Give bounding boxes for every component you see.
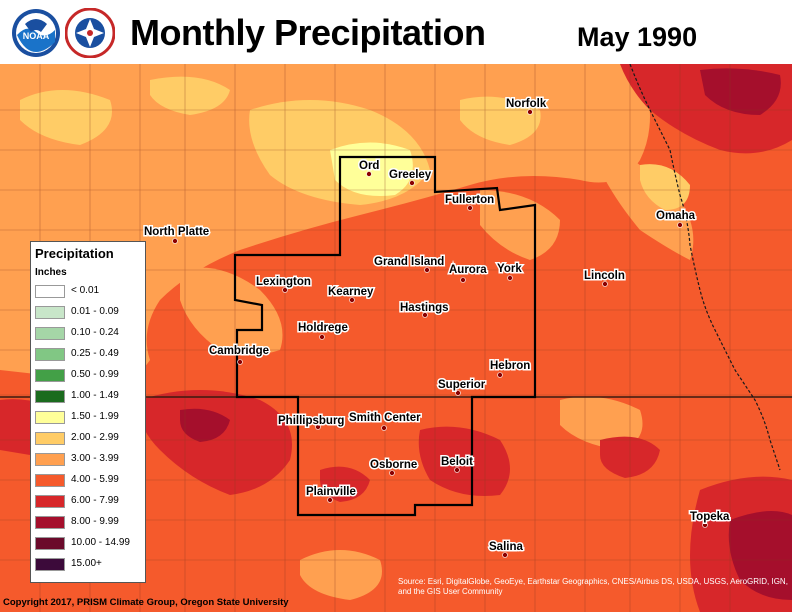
legend-swatch <box>35 390 65 403</box>
legend-item: 15.00+ <box>35 557 143 572</box>
legend-label: 0.01 - 0.09 <box>71 306 119 317</box>
legend-label: 3.00 - 3.99 <box>71 453 119 464</box>
legend-label: 10.00 - 14.99 <box>71 537 130 548</box>
city-label-lincoln: Lincoln <box>584 270 625 282</box>
legend-label: 8.00 - 9.99 <box>71 516 119 527</box>
city-label-greeley: Greeley <box>389 169 432 181</box>
missouri-river <box>629 64 781 471</box>
copyright-text: Copyright 2017, PRISM Climate Group, Ore… <box>3 597 289 608</box>
legend-swatch <box>35 348 65 361</box>
precip-zone-8-10 <box>180 68 792 600</box>
legend-swatch <box>35 453 65 466</box>
legend-swatch <box>35 369 65 382</box>
noaa-logo-icon: NOAA <box>12 9 60 57</box>
legend-item: 3.00 - 3.99 <box>35 452 143 467</box>
legend-label: 0.10 - 0.24 <box>71 327 119 338</box>
city-label-ord: Ord <box>359 160 379 172</box>
map-date: May 1990 <box>577 22 698 52</box>
city-label-hastings: Hastings <box>400 302 449 314</box>
legend-label: 6.00 - 7.99 <box>71 495 119 506</box>
legend-item: 0.25 - 0.49 <box>35 347 143 362</box>
legend-swatch <box>35 306 65 319</box>
city-label-smith-center: Smith Center <box>349 412 421 424</box>
city-label-plainville: Plainville <box>306 486 356 498</box>
legend-swatch <box>35 285 65 298</box>
legend-swatch <box>35 537 65 550</box>
legend-swatch <box>35 558 65 571</box>
legend: Precipitation Inches < 0.01 0.01 - 0.09 0.… <box>30 241 146 583</box>
header: NOAA Monthly Precipitation May 1990 <box>0 0 792 64</box>
legend-swatch <box>35 411 65 424</box>
legend-label: < 0.01 <box>71 285 100 296</box>
legend-item: 0.10 - 0.24 <box>35 326 143 341</box>
legend-swatch <box>35 495 65 508</box>
legend-label: 2.00 - 2.99 <box>71 432 119 443</box>
city-label-york: York <box>497 263 522 275</box>
legend-swatch <box>35 327 65 340</box>
city-label-holdrege: Holdrege <box>298 322 348 334</box>
legend-label: 1.00 - 1.49 <box>71 390 119 401</box>
city-label-topeka: Topeka <box>690 511 730 523</box>
legend-item: 1.50 - 1.99 <box>35 410 143 425</box>
noaa-logo-text: NOAA <box>23 31 50 41</box>
city-label-kearney: Kearney <box>328 286 374 298</box>
city-label-aurora: Aurora <box>449 264 487 276</box>
city-label-osborne: Osborne <box>370 459 417 471</box>
legend-item: 0.01 - 0.09 <box>35 305 143 320</box>
legend-item: 10.00 - 14.99 <box>35 536 143 551</box>
legend-item: 4.00 - 5.99 <box>35 473 143 488</box>
legend-item: 2.00 - 2.99 <box>35 431 143 446</box>
legend-label: 1.50 - 1.99 <box>71 411 119 422</box>
city-label-grand-island: Grand Island <box>374 256 444 268</box>
city-label-norfolk: Norfolk <box>506 98 547 110</box>
city-label-cambridge: Cambridge <box>209 345 269 357</box>
city-label-phillipsburg: Phillipsburg <box>278 415 344 427</box>
city-label-lexington: Lexington <box>256 276 311 288</box>
precip-zone-1-5 <box>330 142 413 196</box>
legend-label: 4.00 - 5.99 <box>71 474 119 485</box>
city-label-superior: Superior <box>438 379 486 391</box>
legend-title: Precipitation <box>35 246 114 261</box>
city-dots <box>172 109 708 558</box>
legend-item: 0.50 - 0.99 <box>35 368 143 383</box>
legend-label: 0.25 - 0.49 <box>71 348 119 359</box>
city-label-fullerton: Fullerton <box>445 194 494 206</box>
legend-item: 8.00 - 9.99 <box>35 515 143 530</box>
legend-item: < 0.01 <box>35 284 143 299</box>
forecast-area-outline <box>233 155 537 517</box>
legend-label: 15.00+ <box>71 558 102 569</box>
legend-swatch <box>35 432 65 445</box>
city-label-hebron: Hebron <box>490 360 530 372</box>
attribution-text: Source: Esri, DigitalGlobe, GeoEye, Eart… <box>398 577 788 596</box>
city-label-north-platte: North Platte <box>144 226 209 238</box>
city-label-salina: Salina <box>489 541 523 553</box>
legend-item: 6.00 - 7.99 <box>35 494 143 509</box>
legend-swatch <box>35 474 65 487</box>
legend-item: 1.00 - 1.49 <box>35 389 143 404</box>
legend-unit: Inches <box>35 267 67 278</box>
city-label-beloit: Beloit <box>441 456 473 468</box>
nws-logo-icon <box>65 8 115 58</box>
city-label-omaha: Omaha <box>656 210 696 222</box>
legend-swatch <box>35 516 65 529</box>
map-title: Monthly Precipitation <box>130 12 486 53</box>
legend-label: 0.50 - 0.99 <box>71 369 119 380</box>
